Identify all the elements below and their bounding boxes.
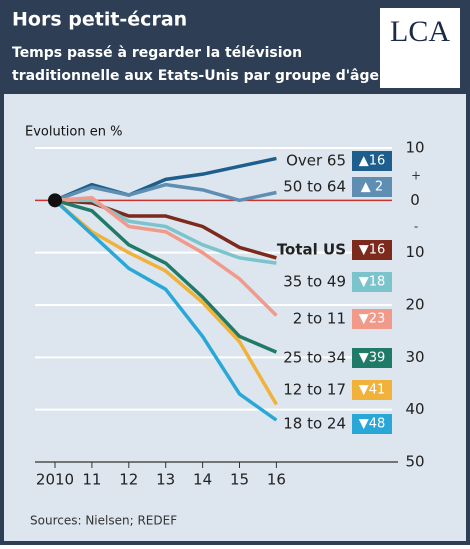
badge-box <box>352 272 392 292</box>
badge: ▼41 <box>359 383 386 398</box>
y-tick-label: 30 <box>405 348 424 366</box>
x-tick-label: 12 <box>119 471 138 489</box>
chart-title: Hors petit-écran <box>12 9 187 31</box>
badge: ▲ 2 <box>361 180 383 195</box>
x-tick-label: 2010 <box>36 471 74 489</box>
y-tick-label: 10 <box>405 139 424 157</box>
badge-box <box>352 348 392 368</box>
badge: ▼48 <box>359 417 386 432</box>
y-axis-label: Evolution en % <box>25 125 122 140</box>
series-line <box>55 198 277 265</box>
series-label: Total US <box>277 241 346 259</box>
badge-box <box>352 177 392 197</box>
badge: ▼39 <box>359 351 386 366</box>
sign-label: - <box>414 220 418 234</box>
badge: ▲16 <box>359 154 386 169</box>
subtitle: traditionnelle aux Etats-Unis par groupe… <box>12 68 379 84</box>
y-tick-label: 20 <box>405 296 424 314</box>
badge-box <box>352 380 392 400</box>
source: Sources: Nielsen; REDEF <box>30 514 177 528</box>
x-tick-label: 15 <box>230 471 249 489</box>
logo: LCA <box>390 15 450 48</box>
badge-box <box>352 240 392 260</box>
badge-box <box>352 414 392 434</box>
series-line <box>53 199 278 422</box>
x-tick-label: 13 <box>156 471 175 489</box>
series-line <box>53 199 278 406</box>
subtitle: Temps passé à regarder la télévision <box>12 45 302 61</box>
badge-box <box>352 309 392 329</box>
logo-box <box>380 8 460 88</box>
series-label: 2 to 11 <box>293 310 346 328</box>
series-line <box>54 198 278 354</box>
series-label: 35 to 49 <box>283 273 346 291</box>
series-line <box>54 182 277 203</box>
series-line <box>54 156 277 202</box>
y-tick-label: 40 <box>405 400 424 418</box>
badge: ▼23 <box>359 312 386 327</box>
y-tick-label: 10 <box>405 243 424 261</box>
badge-box <box>352 151 392 171</box>
series-label: 25 to 34 <box>283 349 346 367</box>
series-label: Over 65 <box>286 152 346 170</box>
sign-label: + <box>411 169 421 183</box>
x-tick-label: 14 <box>193 471 212 489</box>
series-line <box>54 198 277 260</box>
series-line <box>54 195 278 317</box>
series-label: 12 to 17 <box>283 381 346 399</box>
series-label: 50 to 64 <box>283 178 346 196</box>
y-tick-label: 50 <box>405 453 424 471</box>
x-tick-label: 16 <box>267 471 286 489</box>
badge: ▼16 <box>359 243 386 258</box>
badge: ▼18 <box>359 275 386 290</box>
y-tick-label: 0 <box>410 191 420 209</box>
series-label: 18 to 24 <box>283 415 346 433</box>
x-tick-label: 11 <box>82 471 101 489</box>
origin-dot <box>48 193 62 208</box>
